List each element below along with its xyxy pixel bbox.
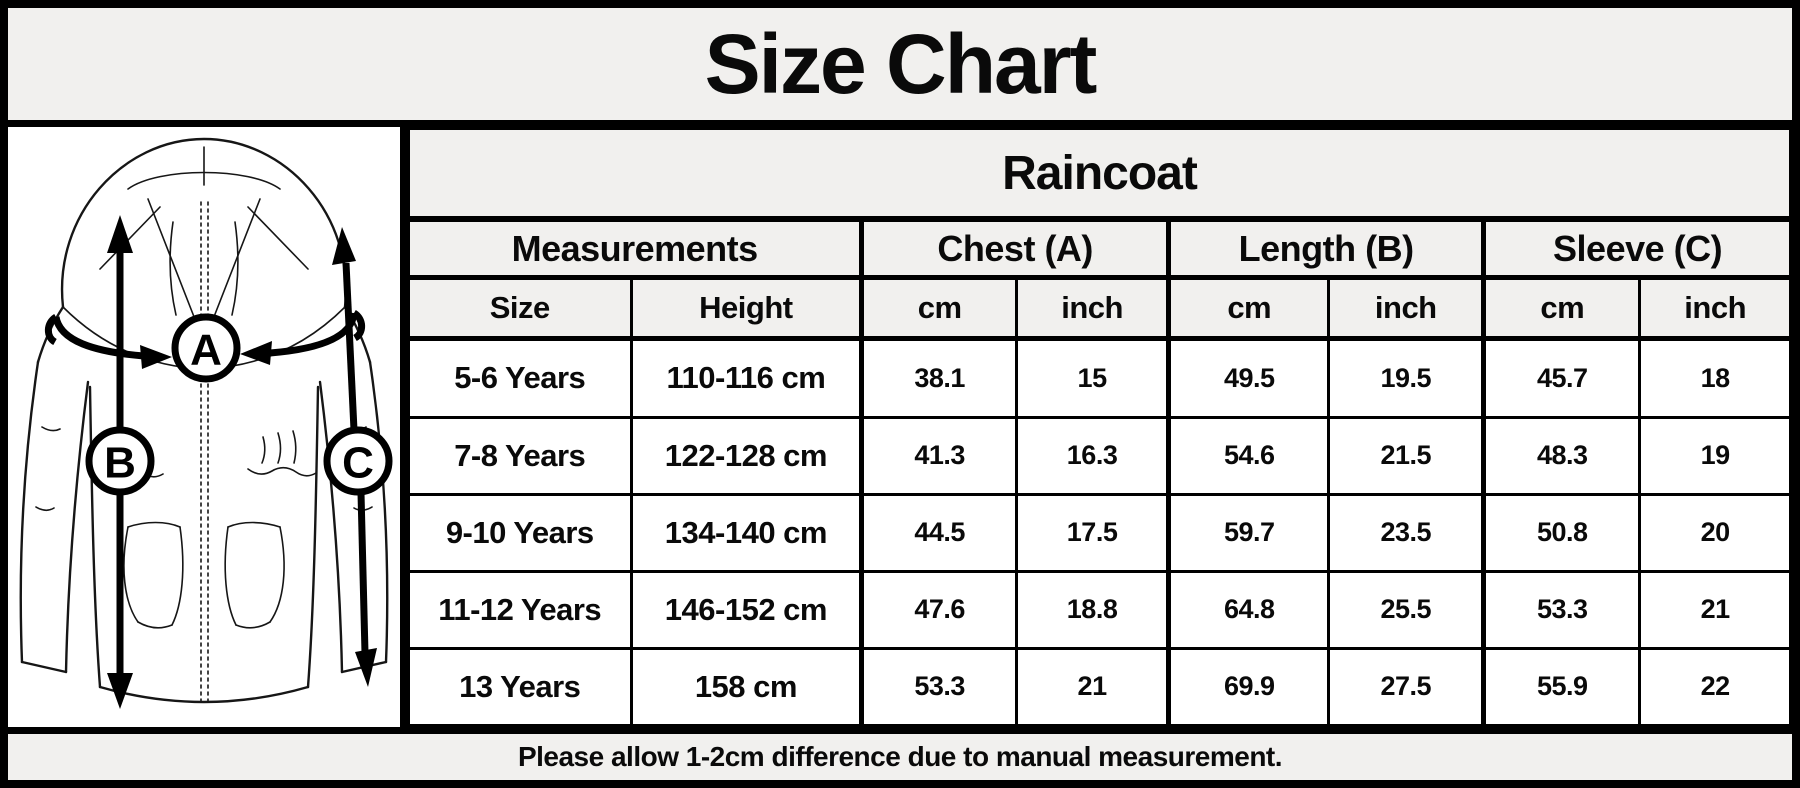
- jacket-outline: [19, 137, 389, 704]
- chest-arrow-a: [44, 310, 366, 369]
- cell-sleeve-inch: 22: [1638, 646, 1792, 728]
- cell-size: 11-12 Years: [407, 569, 633, 650]
- size-table: Raincoat Measurements Chest (A) Length (…: [406, 127, 1792, 728]
- marker-a-label: A: [190, 326, 222, 375]
- sleeve-arrow-c: [332, 227, 377, 687]
- cell-length-cm: 59.7: [1166, 492, 1331, 573]
- cell-size: 9-10 Years: [407, 492, 633, 573]
- cell-chest-cm: 44.5: [859, 492, 1019, 573]
- col-header-size: Size: [407, 276, 633, 341]
- cell-length-inch: 23.5: [1327, 492, 1486, 573]
- size-table-panel: Raincoat Measurements Chest (A) Length (…: [406, 127, 1792, 728]
- cell-chest-cm: 47.6: [859, 569, 1019, 650]
- col-header-chest-inch: inch: [1015, 276, 1171, 341]
- cell-length-cm: 54.6: [1166, 415, 1331, 496]
- cell-height: 146-152 cm: [629, 569, 864, 650]
- page-title: Size Chart: [8, 8, 1792, 120]
- cell-sleeve-cm: 48.3: [1481, 415, 1642, 496]
- col-header-length-cm: cm: [1166, 276, 1331, 341]
- cell-size: 13 Years: [407, 646, 633, 728]
- cell-height: 134-140 cm: [629, 492, 864, 573]
- size-row-11-12-years: 11-12 Years 146-152 cm 47.6 18.8 64.8 25…: [407, 569, 1792, 650]
- size-row-9-10-years: 9-10 Years 134-140 cm 44.5 17.5 59.7 23.…: [407, 492, 1792, 573]
- main-area: A B C: [8, 127, 1792, 728]
- cell-sleeve-cm: 45.7: [1481, 337, 1642, 419]
- marker-c-label: C: [342, 439, 374, 488]
- col-header-chest-cm: cm: [859, 276, 1019, 341]
- col-header-length-inch: inch: [1327, 276, 1486, 341]
- group-header-sleeve: Sleeve (C): [1481, 217, 1792, 280]
- size-row-7-8-years: 7-8 Years 122-128 cm 41.3 16.3 54.6 21.5…: [407, 415, 1792, 496]
- cell-chest-inch: 15: [1015, 337, 1171, 419]
- cell-chest-inch: 18.8: [1015, 569, 1171, 650]
- cell-height: 110-116 cm: [629, 337, 864, 419]
- cell-length-inch: 21.5: [1327, 415, 1486, 496]
- cell-sleeve-cm: 55.9: [1481, 646, 1642, 728]
- cell-height: 158 cm: [629, 646, 864, 728]
- cell-sleeve-cm: 53.3: [1481, 569, 1642, 650]
- group-header-row: Measurements Chest (A) Length (B) Sleeve…: [406, 217, 1792, 280]
- marker-b-label: B: [104, 439, 136, 488]
- cell-size: 5-6 Years: [407, 337, 633, 419]
- size-row-5-6-years: 5-6 Years 110-116 cm 38.1 15 49.5 19.5 4…: [407, 337, 1792, 419]
- measurement-marks: A B C: [44, 215, 393, 709]
- table-title-row: Raincoat: [407, 127, 1792, 222]
- cell-length-inch: 25.5: [1327, 569, 1486, 650]
- footer-note: Please allow 1-2cm difference due to man…: [8, 734, 1792, 780]
- cell-chest-cm: 41.3: [859, 415, 1019, 496]
- page-title-text: Size Chart: [704, 16, 1098, 111]
- cell-chest-inch: 17.5: [1015, 492, 1171, 573]
- footer-note-text: Please allow 1-2cm difference due to man…: [517, 741, 1283, 772]
- cell-length-inch: 27.5: [1327, 646, 1486, 728]
- length-arrow-b: [107, 215, 133, 709]
- col-header-sleeve-cm: cm: [1481, 276, 1642, 341]
- cell-chest-inch: 16.3: [1015, 415, 1171, 496]
- column-header-row: Size Height cm inch cm inch cm inch: [407, 276, 1792, 341]
- cell-chest-cm: 53.3: [859, 646, 1019, 728]
- group-header-length: Length (B): [1166, 217, 1486, 280]
- group-header-chest: Chest (A): [859, 217, 1171, 280]
- group-header-measurements: Measurements: [406, 217, 864, 280]
- cell-height: 122-128 cm: [629, 415, 864, 496]
- cell-length-cm: 64.8: [1166, 569, 1331, 650]
- cell-sleeve-inch: 21: [1638, 569, 1792, 650]
- cell-length-cm: 69.9: [1166, 646, 1331, 728]
- col-header-height: Height: [629, 276, 864, 341]
- jacket-details: [35, 146, 373, 703]
- col-header-sleeve-inch: inch: [1638, 276, 1792, 341]
- cell-length-cm: 49.5: [1166, 337, 1331, 419]
- raincoat-sketch-svg: A B C: [19, 137, 393, 709]
- marker-length-b: B: [85, 426, 155, 496]
- marker-chest-a: A: [171, 313, 241, 383]
- cell-sleeve-inch: 19: [1638, 415, 1792, 496]
- table-title: Raincoat: [407, 127, 1792, 222]
- cell-size: 7-8 Years: [407, 415, 633, 496]
- raincoat-diagram: A B C: [8, 127, 400, 727]
- marker-sleeve-c: C: [323, 426, 393, 496]
- cell-sleeve-cm: 50.8: [1481, 492, 1642, 573]
- cell-chest-inch: 21: [1015, 646, 1171, 728]
- cell-sleeve-inch: 18: [1638, 337, 1792, 419]
- cell-chest-cm: 38.1: [859, 337, 1019, 419]
- size-row-13-years: 13 Years 158 cm 53.3 21 69.9 27.5 55.9 2…: [407, 646, 1792, 728]
- cell-sleeve-inch: 20: [1638, 492, 1792, 573]
- cell-length-inch: 19.5: [1327, 337, 1486, 419]
